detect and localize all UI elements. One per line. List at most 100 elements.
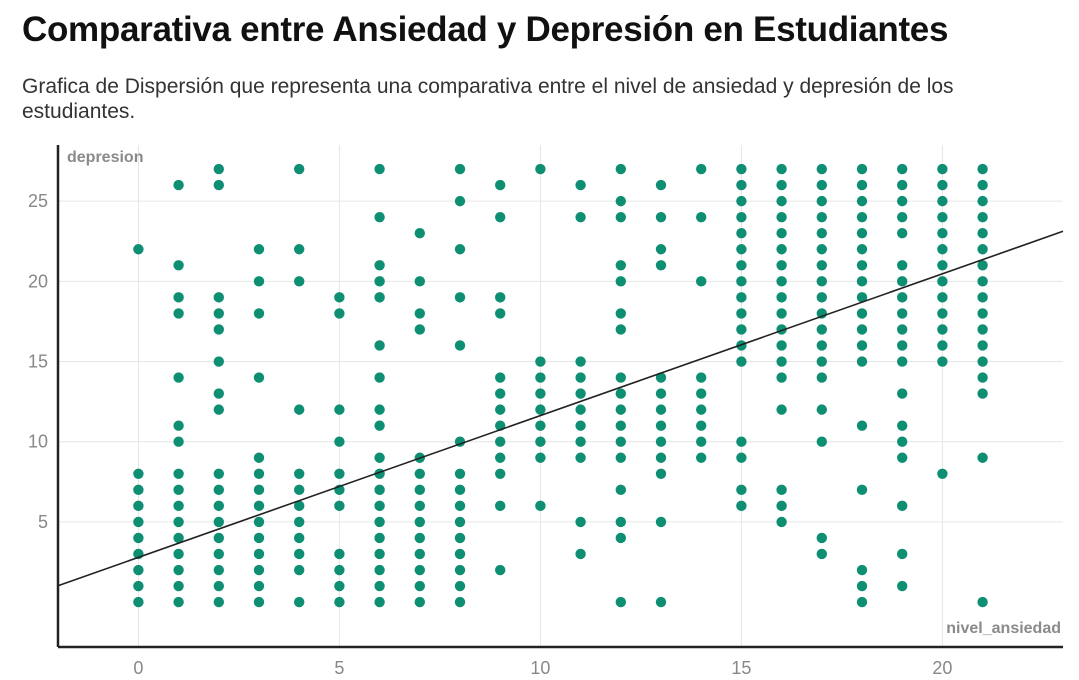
data-point [655, 388, 667, 399]
data-point [696, 163, 707, 175]
data-point [374, 580, 385, 592]
data-point [615, 388, 626, 399]
data-point [133, 532, 144, 544]
data-point [977, 195, 988, 207]
data-point [253, 532, 265, 544]
data-point [615, 484, 626, 496]
data-point [615, 308, 626, 319]
data-point [133, 564, 144, 576]
data-point [213, 516, 224, 528]
data-point [615, 420, 626, 431]
data-point [213, 179, 224, 191]
data-point [173, 468, 184, 479]
data-point [133, 516, 144, 528]
data-point [776, 228, 787, 239]
data-point [495, 179, 506, 191]
data-point [696, 452, 707, 463]
data-point [173, 436, 184, 447]
data-point [535, 420, 546, 431]
data-point [776, 211, 787, 223]
data-point [977, 324, 988, 335]
data-point [696, 211, 707, 223]
data-point [213, 596, 224, 608]
data-point [736, 179, 747, 191]
data-point [776, 179, 787, 191]
data-point [897, 163, 908, 175]
data-point [615, 260, 626, 271]
data-point [294, 564, 305, 576]
y-tick-label: 15 [28, 352, 48, 372]
data-point [736, 244, 747, 255]
y-tick-label: 10 [28, 432, 48, 452]
data-point [736, 228, 747, 239]
data-point [575, 404, 586, 415]
data-point [414, 500, 425, 512]
data-point [253, 484, 265, 496]
y-tick-label: 5 [38, 512, 48, 532]
data-point [454, 340, 466, 351]
data-point [856, 228, 868, 239]
data-point [414, 276, 425, 287]
x-tick-label: 5 [334, 658, 344, 678]
data-point [454, 564, 466, 576]
data-point [294, 548, 305, 560]
data-point [816, 436, 827, 447]
data-point [213, 292, 224, 303]
y-tick-label: 20 [28, 271, 48, 291]
data-point [977, 228, 988, 239]
data-point [253, 308, 265, 319]
data-point [495, 468, 506, 479]
data-point [977, 276, 988, 287]
data-point [294, 468, 305, 479]
data-point [816, 179, 827, 191]
data-point [173, 500, 184, 512]
data-point [615, 372, 626, 383]
data-point [173, 532, 184, 544]
trend-line [57, 230, 1064, 587]
data-point [495, 564, 506, 576]
data-point [575, 388, 586, 399]
data-point [736, 356, 747, 367]
data-point [454, 532, 466, 544]
data-point [374, 404, 385, 415]
data-point [213, 163, 224, 175]
data-point [655, 404, 667, 415]
x-axis-label: nivel_ansiedad [946, 620, 1061, 637]
data-point [736, 276, 747, 287]
data-point [253, 500, 265, 512]
data-point [495, 308, 506, 319]
data-point [133, 244, 144, 255]
data-point [897, 580, 908, 592]
data-point [374, 548, 385, 560]
data-point [253, 596, 265, 608]
data-point [655, 420, 667, 431]
data-point [253, 548, 265, 560]
data-point [334, 548, 345, 560]
data-point [253, 452, 265, 463]
data-point [173, 596, 184, 608]
data-point [736, 500, 747, 512]
data-point [696, 436, 707, 447]
data-point [454, 292, 466, 303]
data-point [655, 244, 667, 255]
data-point [173, 548, 184, 560]
data-point [374, 484, 385, 496]
data-point [897, 388, 908, 399]
data-point [897, 324, 908, 335]
data-point [133, 468, 144, 479]
data-point [696, 372, 707, 383]
data-point [816, 260, 827, 271]
data-point [977, 372, 988, 383]
data-point [334, 468, 345, 479]
data-point [856, 340, 868, 351]
data-point [495, 404, 506, 415]
data-point [133, 484, 144, 496]
data-point [977, 596, 988, 608]
data-point [776, 163, 787, 175]
data-point [897, 436, 908, 447]
data-point [454, 484, 466, 496]
data-point [856, 211, 868, 223]
data-point [937, 163, 948, 175]
chart-subtitle: Grafica de Dispersión que representa una… [22, 75, 954, 123]
data-point [213, 500, 224, 512]
